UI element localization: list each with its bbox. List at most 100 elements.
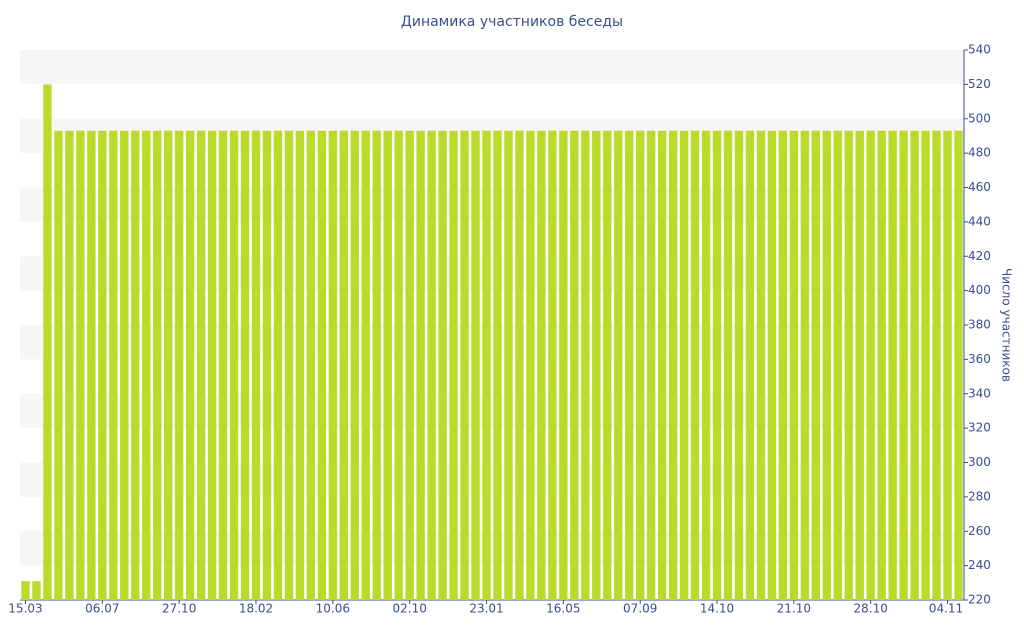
bar <box>76 130 85 600</box>
bar <box>559 130 568 600</box>
bar <box>756 130 766 600</box>
bar <box>581 130 590 600</box>
bar <box>196 130 206 600</box>
bar <box>109 130 118 600</box>
bar <box>888 130 897 600</box>
x-tick-label: 04.11 <box>929 602 963 616</box>
bar <box>877 130 886 600</box>
y-tick-label: 460 <box>968 180 991 194</box>
bar <box>515 130 524 600</box>
bar <box>131 130 140 600</box>
y-tick-label: 400 <box>968 283 991 297</box>
bar <box>866 130 875 600</box>
y-tick-label: 340 <box>968 386 991 400</box>
bar <box>54 130 63 600</box>
bar <box>185 130 195 600</box>
y-tick-label: 440 <box>968 214 991 228</box>
y-tick-label: 220 <box>968 593 991 607</box>
x-tick-label: 10.06 <box>316 602 350 616</box>
y-tick-label: 420 <box>968 249 991 263</box>
x-tick-label: 14.10 <box>700 602 734 616</box>
x-tick-label: 28.10 <box>854 602 888 616</box>
bar <box>427 130 436 600</box>
bar <box>767 130 777 600</box>
bar <box>646 130 656 600</box>
bar <box>899 130 908 600</box>
bar <box>339 130 348 600</box>
bar <box>679 130 689 600</box>
bar <box>350 130 359 600</box>
bar <box>778 130 788 600</box>
bar <box>844 130 853 600</box>
y-tick-label: 240 <box>968 558 991 572</box>
y-tick-label: 500 <box>968 111 991 125</box>
y-tick-label: 260 <box>968 524 991 538</box>
bar <box>142 130 151 600</box>
bar <box>262 130 272 600</box>
y-tick-label: 320 <box>968 421 991 435</box>
bar <box>657 130 667 600</box>
bar <box>394 130 403 600</box>
bar <box>570 130 579 600</box>
bar <box>493 130 502 600</box>
y-tick-label: 360 <box>968 352 991 366</box>
bar <box>240 130 250 600</box>
bar <box>833 130 842 600</box>
grid-band <box>20 531 964 566</box>
bar <box>603 130 612 600</box>
bar <box>537 130 546 600</box>
bar <box>438 130 447 600</box>
bar <box>273 130 283 600</box>
bar <box>164 130 173 600</box>
bar <box>471 130 480 600</box>
y-tick-label: 280 <box>968 489 991 503</box>
grid-band <box>20 393 964 429</box>
bar <box>921 130 930 600</box>
bar <box>668 130 678 600</box>
bar <box>87 130 96 600</box>
bar <box>614 130 623 600</box>
x-tick-label: 21.10 <box>777 602 811 616</box>
x-tick-label: 18.02 <box>239 602 273 616</box>
bar <box>284 130 294 600</box>
y-tick-label: 480 <box>968 146 991 160</box>
y-tick-label: 380 <box>968 318 991 332</box>
bar <box>460 130 469 600</box>
y-axis-title: Число участников <box>1000 268 1014 382</box>
y-tick-label: 520 <box>968 77 991 91</box>
x-tick-label: 27.10 <box>162 602 196 616</box>
bar <box>306 130 316 600</box>
y-tick-label: 540 <box>968 43 991 57</box>
bar <box>504 130 513 600</box>
bar <box>712 130 722 600</box>
bar <box>405 130 414 600</box>
chart-title: Динамика участников беседы <box>401 14 623 30</box>
grid-band <box>20 462 964 497</box>
bar <box>745 130 755 600</box>
grid-band <box>20 325 964 360</box>
bar <box>153 130 162 600</box>
grid-band <box>20 118 964 154</box>
x-tick-label: 15.03 <box>8 602 42 616</box>
bar <box>383 130 392 600</box>
x-tick-label: 23.01 <box>469 602 503 616</box>
bar <box>32 581 41 600</box>
bar <box>943 130 952 600</box>
x-tick-label: 16.05 <box>546 602 580 616</box>
x-tick-label: 07.09 <box>623 602 657 616</box>
bar <box>229 130 239 600</box>
bar <box>295 130 305 600</box>
bar <box>98 130 107 600</box>
bar <box>811 130 820 600</box>
bar <box>910 130 919 600</box>
bar <box>932 130 941 600</box>
bar <box>855 130 864 600</box>
bar <box>416 130 425 600</box>
x-tick-label: 06.07 <box>85 602 119 616</box>
bar <box>548 130 557 600</box>
bar <box>482 130 491 600</box>
bar <box>174 130 184 600</box>
grid-band <box>20 50 964 85</box>
bar <box>789 130 799 600</box>
